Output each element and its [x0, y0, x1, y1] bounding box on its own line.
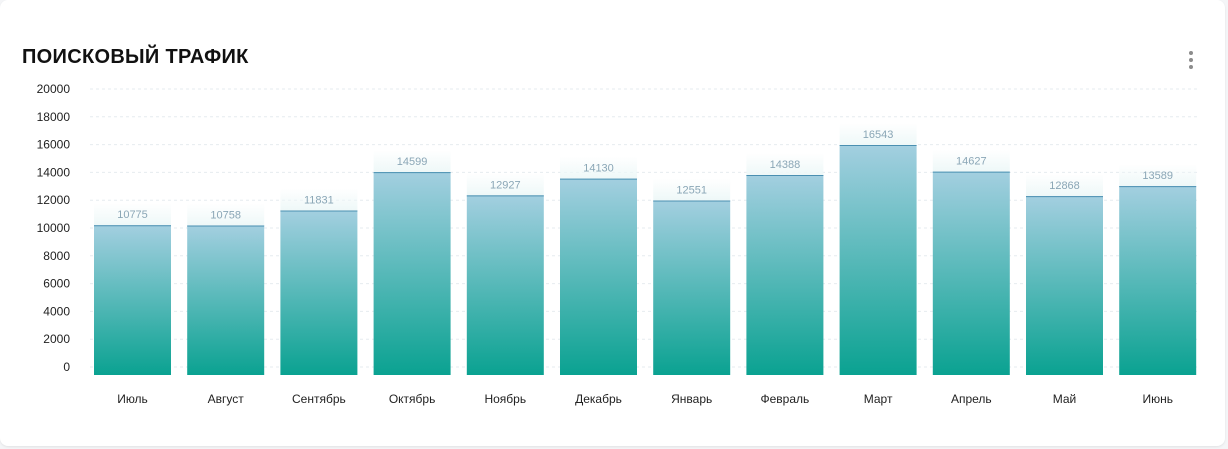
bar[interactable] [932, 171, 1010, 375]
card-title: ПОИСКОВЫЙ ТРАФИК [22, 46, 249, 68]
bar[interactable] [1119, 186, 1197, 375]
x-tick-label: Апрель [951, 392, 992, 406]
bar-value-label: 14388 [770, 159, 801, 171]
y-tick-label: 18000 [37, 110, 71, 124]
bar-ghost [746, 153, 824, 176]
bar[interactable] [280, 210, 358, 375]
bar-ghost [560, 156, 637, 179]
bar-ghost [653, 178, 731, 201]
bar[interactable] [94, 225, 171, 375]
y-tick-label: 2000 [43, 332, 70, 346]
bar-value-label: 10758 [210, 209, 241, 221]
bar-value-label: 14599 [397, 156, 428, 168]
bar[interactable] [373, 172, 451, 375]
bar[interactable] [187, 225, 265, 375]
bar-value-label: 12927 [490, 179, 521, 191]
bar-value-label: 10775 [117, 209, 148, 221]
y-tick-label: 10000 [37, 221, 71, 235]
bar-value-label: 16543 [863, 129, 894, 141]
x-tick-label: Январь [671, 392, 712, 406]
x-tick-label: Ноябрь [484, 392, 526, 406]
x-tick-label: Октябрь [389, 392, 436, 406]
x-tick-label: Февраль [761, 392, 810, 406]
bar[interactable] [839, 145, 917, 375]
bar[interactable] [560, 178, 637, 375]
more-vertical-icon[interactable] [1183, 48, 1199, 72]
bar[interactable] [653, 200, 731, 375]
x-tick-label: Август [208, 392, 245, 406]
y-tick-label: 6000 [43, 277, 70, 291]
bar-ghost [1119, 164, 1197, 187]
y-tick-label: 14000 [37, 165, 71, 179]
x-tick-label: Март [864, 392, 893, 406]
bar-ghost [187, 203, 265, 226]
y-tick-label: 8000 [43, 249, 70, 263]
x-tick-label: Май [1053, 392, 1077, 406]
grid-lines [90, 88, 1200, 368]
bar[interactable] [1026, 196, 1103, 375]
bar[interactable] [746, 175, 824, 375]
bar-value-label: 13589 [1142, 170, 1173, 182]
bar-ghost [94, 203, 171, 226]
x-tick-label: Сентябрь [292, 392, 346, 406]
y-tick-label: 4000 [43, 304, 70, 318]
y-tick-label: 0 [63, 360, 70, 374]
y-tick-label: 16000 [37, 138, 71, 152]
y-tick-label: 20000 [37, 82, 71, 96]
bar-ghost [466, 173, 544, 196]
x-tick-label: Июль [117, 392, 148, 406]
bar-ghost [373, 150, 451, 173]
bar-value-label: 14130 [583, 163, 614, 175]
x-axis-ticks: Июль Август Сентябрь Октябрь Ноябрь Декабрь Ян… [117, 392, 1173, 406]
bar-ghost [1026, 174, 1103, 197]
bar[interactable] [466, 195, 544, 375]
bar-ghost [839, 123, 917, 146]
bars [94, 123, 1197, 375]
bar-value-label: 12551 [676, 185, 707, 197]
bar-value-label: 12868 [1049, 180, 1080, 192]
x-tick-label: Июнь [1142, 392, 1173, 406]
bar-value-label: 14627 [956, 156, 987, 168]
bar-value-label: 11831 [304, 195, 334, 207]
bar-ghost [932, 149, 1010, 172]
y-axis-ticks: 2000018000160001400012000100008000600040… [37, 82, 71, 374]
value-labels: 10775 10758 11831 14599 12927 14130 12551 14388… [117, 129, 1173, 221]
y-tick-label: 12000 [37, 193, 71, 207]
bar-ghost [280, 188, 358, 211]
x-tick-label: Декабрь [575, 392, 622, 406]
